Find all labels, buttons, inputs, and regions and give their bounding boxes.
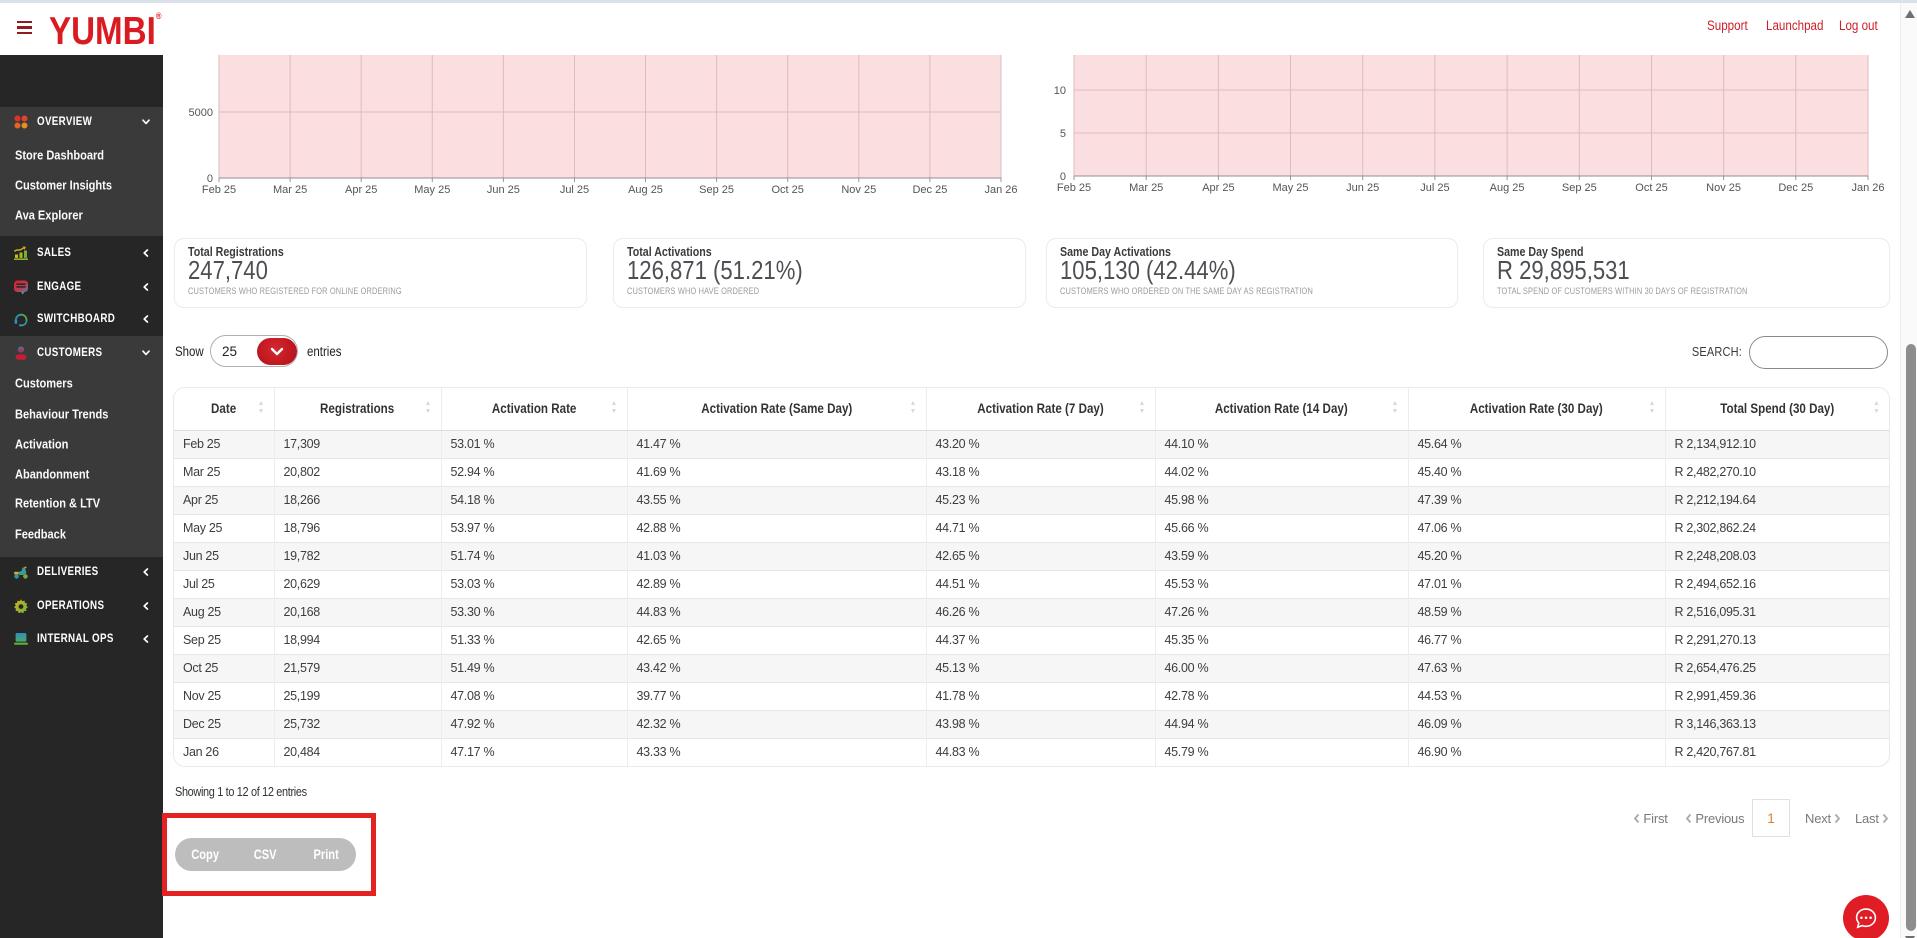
- svg-text:May 25: May 25: [1272, 182, 1308, 194]
- svg-text:5000: 5000: [189, 107, 213, 119]
- svg-text:Mar 25: Mar 25: [273, 184, 307, 196]
- svg-text:10: 10: [1054, 85, 1066, 97]
- svg-text:Feb 25: Feb 25: [202, 184, 236, 196]
- svg-text:Apr 25: Apr 25: [1202, 182, 1234, 194]
- svg-text:Nov 25: Nov 25: [1706, 182, 1741, 194]
- svg-text:5: 5: [1060, 128, 1066, 140]
- svg-text:Oct 25: Oct 25: [1635, 182, 1667, 194]
- svg-text:Jan 26: Jan 26: [984, 184, 1017, 196]
- svg-text:Jun 25: Jun 25: [1346, 182, 1379, 194]
- svg-text:Dec 25: Dec 25: [912, 184, 947, 196]
- svg-text:Nov 25: Nov 25: [841, 184, 876, 196]
- svg-text:Feb 25: Feb 25: [1057, 182, 1091, 194]
- svg-text:Dec 25: Dec 25: [1778, 182, 1813, 194]
- svg-text:Sep 25: Sep 25: [1562, 182, 1597, 194]
- svg-text:0: 0: [1060, 171, 1066, 183]
- svg-text:Jul 25: Jul 25: [1420, 182, 1449, 194]
- svg-text:0: 0: [207, 173, 213, 185]
- svg-text:Mar 25: Mar 25: [1129, 182, 1163, 194]
- svg-text:Jun 25: Jun 25: [487, 184, 520, 196]
- svg-text:Oct 25: Oct 25: [771, 184, 803, 196]
- svg-text:Jul 25: Jul 25: [560, 184, 589, 196]
- svg-text:May 25: May 25: [414, 184, 450, 196]
- svg-text:Sep 25: Sep 25: [699, 184, 734, 196]
- svg-text:Aug 25: Aug 25: [1490, 182, 1525, 194]
- svg-text:Aug 25: Aug 25: [628, 184, 663, 196]
- svg-text:Apr 25: Apr 25: [345, 184, 377, 196]
- svg-text:Jan 26: Jan 26: [1851, 182, 1884, 194]
